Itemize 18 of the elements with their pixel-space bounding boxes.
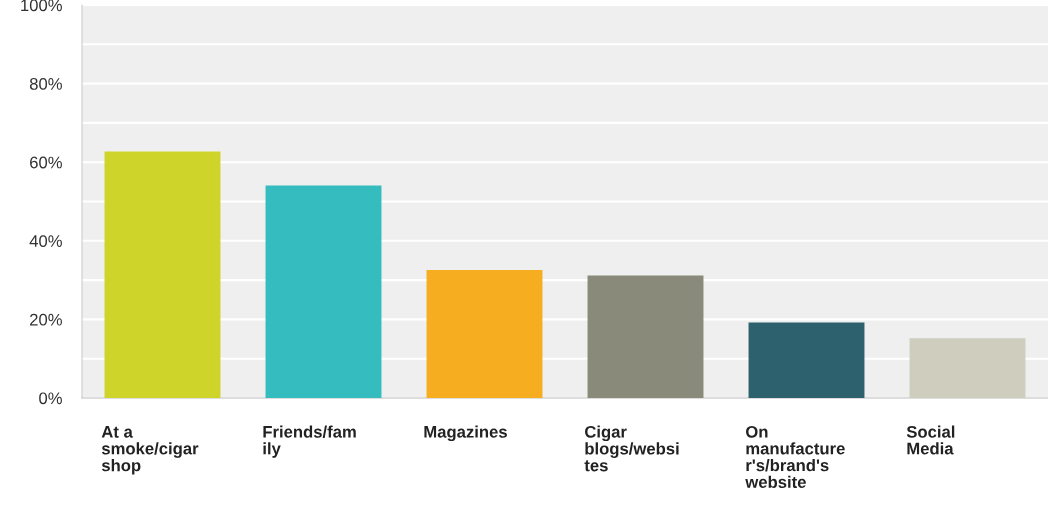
- y-tick-label: 20%: [30, 313, 62, 326]
- y-tick-label: 100%: [21, 0, 62, 12]
- x-tick-label: On manufacture r's/brand's website: [745, 425, 845, 488]
- x-tick-label: Magazines: [424, 425, 507, 442]
- x-tick-label: Friends/fam ily: [263, 425, 356, 458]
- x-tick-label: At a smoke/cigar shop: [101, 426, 199, 475]
- bar: [426, 269, 543, 398]
- x-tick-label: Social Media: [906, 425, 955, 455]
- y-tick-label: 60%: [30, 156, 62, 169]
- x-tick-label: Cigar blogs/websi tes: [584, 425, 679, 472]
- bar: [909, 338, 1026, 398]
- y-tick-label: 0%: [39, 392, 62, 405]
- bar: [748, 322, 865, 398]
- bar: [104, 151, 221, 398]
- y-tick-label: 40%: [29, 235, 62, 247]
- bar: [265, 185, 382, 398]
- y-tick-label: 80%: [29, 78, 62, 90]
- bar: [587, 275, 704, 398]
